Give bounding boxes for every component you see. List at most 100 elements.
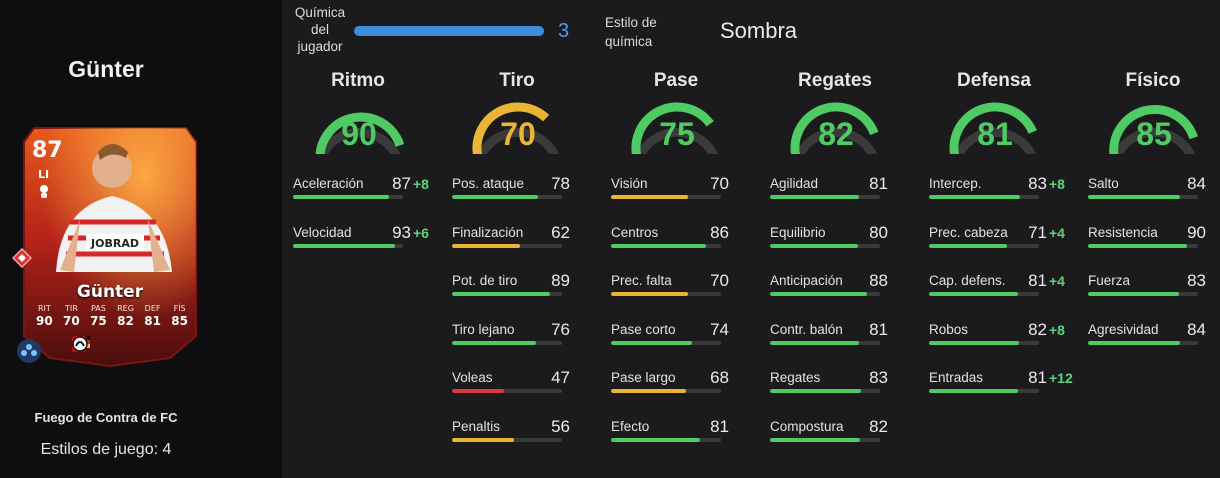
stat-row[interactable]: Robos 82 +8: [929, 320, 1081, 352]
stat-bar-fill: [770, 389, 862, 393]
gauge-track: [476, 127, 560, 154]
stat-row[interactable]: Anticipación 88: [770, 271, 922, 303]
stat-label: Fuerza: [1088, 273, 1131, 288]
position-badge-icon: [11, 247, 33, 273]
category-title: Ritmo: [331, 70, 385, 91]
stat-value: 87: [392, 174, 411, 193]
stat-bar-fill: [929, 341, 1020, 345]
chemistry-style-value[interactable]: Sombra: [720, 18, 798, 43]
stat-row[interactable]: Pase corto 74: [611, 320, 763, 352]
stat-value: 78: [551, 174, 570, 193]
card-stat-label: DEF: [144, 304, 161, 313]
stat-bar: [452, 292, 562, 296]
stat-bar-fill: [293, 244, 396, 248]
stat-row[interactable]: Regates 83: [770, 368, 922, 400]
stat-bar-fill: [1088, 341, 1181, 345]
card-stat-label: TIR: [64, 304, 78, 313]
stat-label: Entradas: [929, 370, 984, 385]
stat-row[interactable]: Visión 70: [611, 174, 763, 206]
stat-row[interactable]: Tiro lejano 76: [452, 320, 604, 352]
stat-bar: [1088, 195, 1198, 199]
stat-label: Velocidad: [293, 225, 352, 240]
playstyles-count[interactable]: Estilos de juego: 4: [40, 441, 172, 458]
category-regates: Regates 82 Agilidad 81 Equilibrio 80 Anticipac…: [770, 70, 922, 442]
gauge-fill: [315, 112, 405, 154]
stat-label: Voleas: [452, 370, 493, 385]
stat-row[interactable]: Velocidad 93 +6: [293, 223, 445, 255]
stat-label: Visión: [611, 176, 648, 191]
stat-row[interactable]: Compostura 82: [770, 417, 922, 449]
card-stat-value: 82: [117, 314, 134, 328]
card-name: Günter: [76, 282, 144, 302]
stat-row[interactable]: Cap. defens. 81 +4: [929, 271, 1081, 303]
stat-boost: +8: [1049, 322, 1065, 338]
gauge-track: [317, 127, 401, 154]
stat-row[interactable]: Resistencia 90: [1088, 223, 1220, 255]
stat-row[interactable]: Fuerza 83: [1088, 271, 1220, 303]
stat-bar-fill: [452, 292, 550, 296]
stat-bar: [770, 341, 880, 345]
stat-value: 88: [869, 271, 888, 290]
player-name: Günter: [68, 56, 144, 82]
stat-row[interactable]: Finalización 62: [452, 223, 604, 255]
card-stat-pas: PAS 75: [90, 304, 107, 328]
stat-row[interactable]: Agresividad 84: [1088, 320, 1220, 352]
stat-label: Agresividad: [1088, 322, 1159, 337]
stat-value: 83: [869, 368, 888, 387]
stat-label: Intercep.: [929, 176, 982, 191]
stat-row[interactable]: Pos. ataque 78: [452, 174, 604, 206]
stat-boost: +8: [413, 176, 429, 192]
stat-row[interactable]: Centros 86: [611, 223, 763, 255]
stat-value: 81: [869, 174, 888, 193]
player-card[interactable]: JOBRAD 87 LI Günter RIT 90 TIR 70 PAS 75 REG 82…: [20, 122, 200, 368]
stat-boost: +8: [1049, 176, 1065, 192]
card-stat-value: 90: [36, 314, 53, 328]
stat-row[interactable]: Penaltis 56: [452, 417, 604, 449]
card-stat-tir: TIR 70: [63, 304, 80, 328]
stat-value: 71: [1028, 223, 1047, 242]
stat-row[interactable]: Prec. falta 70: [611, 271, 763, 303]
stat-row[interactable]: Contr. balón 81: [770, 320, 922, 352]
stat-value: 81: [1028, 368, 1047, 387]
stat-bar: [929, 389, 1039, 393]
category-title: Defensa: [957, 70, 1031, 91]
stat-row[interactable]: Efecto 81: [611, 417, 763, 449]
stat-row[interactable]: Agilidad 81: [770, 174, 922, 206]
stat-boost: +12: [1049, 370, 1073, 386]
stat-boost: +6: [413, 225, 429, 241]
stat-bar: [611, 195, 721, 199]
stat-bar-fill: [452, 389, 504, 393]
stat-value: 76: [551, 320, 570, 339]
category-gauge: [1109, 104, 1198, 154]
stat-value: 84: [1187, 320, 1206, 339]
stat-bar: [770, 292, 880, 296]
stat-row[interactable]: Prec. cabeza 71 +4: [929, 223, 1081, 255]
stat-bar-fill: [1088, 244, 1187, 248]
stat-row[interactable]: Pot. de tiro 89: [452, 271, 604, 303]
stat-label: Contr. balón: [770, 322, 843, 337]
stat-value: 82: [869, 417, 888, 436]
stat-bar: [770, 195, 880, 199]
stat-row[interactable]: Aceleración 87 +8: [293, 174, 445, 206]
stat-bar-fill: [452, 438, 514, 442]
stat-bar: [452, 341, 562, 345]
stat-bar-fill: [452, 341, 536, 345]
stat-row[interactable]: Pase largo 68: [611, 368, 763, 400]
stat-bar: [611, 292, 721, 296]
category-tiro: Tiro 70 Pos. ataque 78 Finalización 62 Pot. de…: [452, 70, 604, 442]
stat-value: 93: [392, 223, 411, 242]
stat-bar: [611, 438, 721, 442]
stat-bar-fill: [611, 195, 688, 199]
stat-row[interactable]: Intercep. 83 +8: [929, 174, 1081, 206]
stat-row[interactable]: Salto 84: [1088, 174, 1220, 206]
stat-row[interactable]: Entradas 81 +12: [929, 368, 1081, 400]
stat-value: 68: [710, 368, 729, 387]
stat-value: 83: [1187, 271, 1206, 290]
gauge-track: [794, 127, 878, 154]
stat-label: Pase largo: [611, 370, 676, 385]
stat-bar-fill: [770, 195, 860, 199]
stat-row[interactable]: Voleas 47: [452, 368, 604, 400]
category-pase: Pase 75 Visión 70 Centros 86 Prec. falta 70 Pase…: [611, 70, 763, 442]
stat-bar: [452, 244, 562, 248]
stat-row[interactable]: Equilibrio 80: [770, 223, 922, 255]
